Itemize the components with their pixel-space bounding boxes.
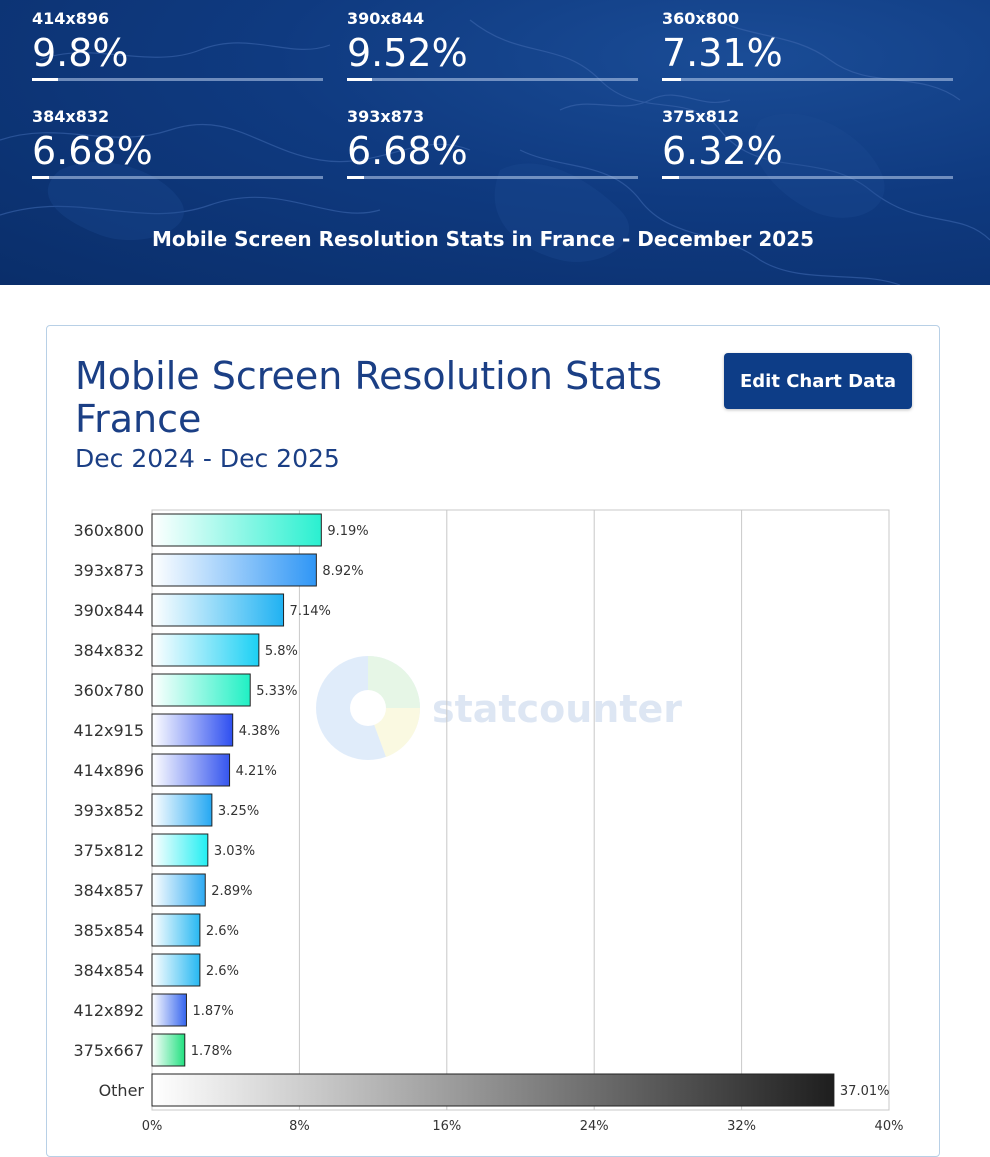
bar-360x800[interactable]: [151, 513, 322, 547]
stat-2: 360x800 7.31%: [662, 10, 953, 81]
bar-chart: statcounter 360x800 9.19% 393x873 8.92% 390x…: [73, 509, 904, 1134]
value-label: 1.78%: [191, 1044, 232, 1059]
stat-value: 7.31%: [662, 31, 783, 75]
value-label: 2.89%: [211, 884, 252, 899]
bar-375x812[interactable]: [151, 833, 209, 867]
bar-375x667[interactable]: [151, 1033, 186, 1067]
stat-label: 360x800: [662, 9, 740, 28]
chart-subtitle: Dec 2024 - Dec 2025: [75, 444, 340, 473]
category-label: 393x873: [73, 561, 144, 580]
bar-390x844[interactable]: [151, 593, 285, 627]
bar-412x892[interactable]: [151, 993, 187, 1027]
stat-bar-fill: [662, 78, 682, 81]
stat-bar: [347, 176, 638, 179]
watermark-text: statcounter: [432, 687, 682, 731]
value-label: 4.38%: [239, 724, 280, 739]
bar-385x854[interactable]: [151, 913, 201, 947]
category-label: 390x844: [73, 601, 144, 620]
stat-1: 390x844 9.52%: [347, 10, 638, 81]
value-label: 4.21%: [236, 764, 277, 779]
statcounter-watermark: statcounter: [316, 656, 682, 760]
value-label: 7.14%: [290, 604, 331, 619]
category-label: 384x832: [73, 641, 144, 660]
edit-chart-data-button[interactable]: Edit Chart Data: [724, 353, 912, 409]
stat-5: 375x812 6.32%: [662, 108, 953, 179]
value-label: 5.8%: [265, 644, 298, 659]
x-tick-label: 16%: [432, 1119, 461, 1134]
value-label: 3.25%: [218, 804, 259, 819]
bar-384x857[interactable]: [151, 873, 206, 907]
stat-bar-fill: [347, 78, 372, 81]
value-label: 2.6%: [206, 924, 239, 939]
category-label: 375x667: [73, 1041, 144, 1060]
bar-384x854[interactable]: [151, 953, 201, 987]
x-tick-label: 40%: [875, 1119, 904, 1134]
stat-value: 9.52%: [347, 31, 468, 75]
category-label: 384x857: [73, 881, 144, 900]
stat-bar-fill: [662, 176, 679, 179]
stat-bar-fill: [32, 78, 58, 81]
stat-bar: [662, 78, 953, 81]
stat-bar-fill: [32, 176, 50, 179]
stat-bar: [32, 78, 323, 81]
category-label: 360x800: [73, 521, 144, 540]
category-label: 385x854: [73, 921, 144, 940]
stat-label: 384x832: [32, 107, 110, 126]
value-label: 2.6%: [206, 964, 239, 979]
stat-label: 375x812: [662, 107, 740, 126]
stat-bar: [32, 176, 323, 179]
bar-other[interactable]: [151, 1073, 835, 1107]
stat-value: 6.68%: [32, 129, 153, 173]
hero-caption: Mobile Screen Resolution Stats in France…: [151, 227, 815, 251]
stat-value: 6.32%: [662, 129, 783, 173]
x-tick-label: 24%: [580, 1119, 609, 1134]
x-tick-label: 32%: [727, 1119, 756, 1134]
stat-4: 393x873 6.68%: [347, 108, 638, 179]
category-label: 384x854: [73, 961, 144, 980]
category-label: 414x896: [73, 761, 144, 780]
stat-label: 414x896: [32, 9, 110, 28]
value-label: 1.87%: [192, 1004, 233, 1019]
value-label: 5.33%: [256, 684, 297, 699]
stat-label: 390x844: [347, 9, 425, 28]
category-label: 393x852: [73, 801, 144, 820]
stat-bar: [347, 78, 638, 81]
world-map-background: [0, 9, 990, 285]
stat-bar: [662, 176, 953, 179]
bar-384x832[interactable]: [151, 633, 260, 667]
bar-412x915[interactable]: [151, 713, 234, 747]
stat-bar-fill: [347, 176, 365, 179]
category-label: Other: [99, 1081, 145, 1100]
category-label: 375x812: [73, 841, 144, 860]
value-label: 9.19%: [327, 524, 368, 539]
category-label: 360x780: [73, 681, 144, 700]
value-label: 37.01%: [840, 1084, 890, 1099]
stat-3: 384x832 6.68%: [32, 108, 323, 179]
bar-360x780[interactable]: [151, 673, 251, 707]
bar-393x873[interactable]: [151, 553, 317, 587]
stat-value: 6.68%: [347, 129, 468, 173]
chart-title: Mobile Screen Resolution Stats France: [75, 354, 663, 441]
stat-label: 393x873: [347, 107, 425, 126]
x-tick-label: 8%: [289, 1119, 310, 1134]
category-label: 412x892: [73, 1001, 144, 1020]
x-tick-label: 0%: [142, 1119, 163, 1134]
bar-393x852[interactable]: [151, 793, 213, 827]
value-label: 8.92%: [322, 564, 363, 579]
value-label: 3.03%: [214, 844, 255, 859]
stat-0: 414x896 9.8%: [32, 10, 323, 81]
bar-414x896[interactable]: [151, 753, 231, 787]
hero-banner: 414x896 9.8% 390x844 9.52% 360x800 7.31% 384x8…: [0, 0, 990, 285]
stat-value: 9.8%: [32, 31, 129, 75]
category-label: 412x915: [73, 721, 144, 740]
